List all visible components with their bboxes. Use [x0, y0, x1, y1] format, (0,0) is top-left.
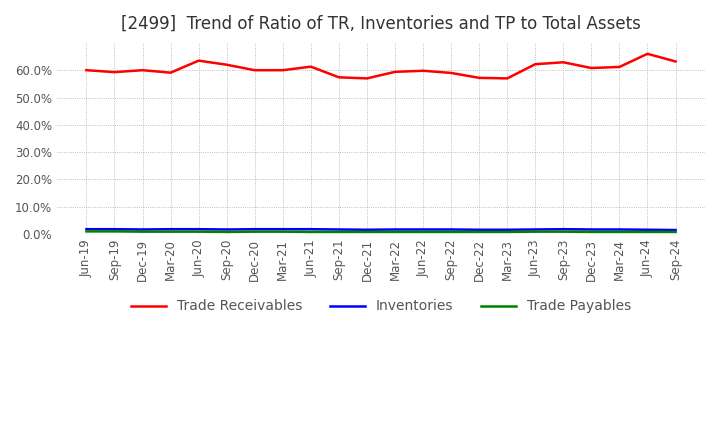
Trade Receivables	[335, 75, 343, 80]
Trade Payables	[166, 229, 175, 235]
Trade Payables	[82, 229, 91, 234]
Trade Payables	[391, 229, 400, 235]
Trade Receivables	[671, 59, 680, 64]
Trade Payables	[251, 229, 259, 235]
Line: Trade Receivables: Trade Receivables	[86, 54, 675, 78]
Trade Receivables	[559, 60, 567, 65]
Trade Payables	[447, 229, 456, 235]
Title: [2499]  Trend of Ratio of TR, Inventories and TP to Total Assets: [2499] Trend of Ratio of TR, Inventories…	[121, 15, 641, 33]
Trade Payables	[279, 229, 287, 235]
Inventories	[643, 227, 652, 232]
Trade Receivables	[166, 70, 175, 75]
Trade Payables	[110, 229, 119, 234]
Trade Payables	[671, 229, 680, 235]
Inventories	[110, 227, 119, 232]
Inventories	[475, 227, 484, 232]
Inventories	[194, 227, 203, 232]
Inventories	[138, 227, 147, 232]
Inventories	[419, 227, 428, 232]
Trade Receivables	[531, 62, 539, 67]
Trade Receivables	[475, 75, 484, 81]
Inventories	[222, 227, 231, 232]
Trade Receivables	[138, 68, 147, 73]
Trade Payables	[475, 229, 484, 235]
Inventories	[363, 227, 372, 232]
Trade Payables	[194, 229, 203, 235]
Inventories	[82, 227, 91, 232]
Trade Receivables	[307, 64, 315, 69]
Line: Inventories: Inventories	[86, 229, 675, 230]
Trade Receivables	[110, 70, 119, 75]
Trade Receivables	[643, 51, 652, 56]
Inventories	[531, 227, 539, 232]
Trade Payables	[587, 229, 595, 235]
Inventories	[447, 227, 456, 232]
Trade Receivables	[82, 68, 91, 73]
Inventories	[279, 227, 287, 232]
Trade Receivables	[251, 68, 259, 73]
Trade Payables	[335, 229, 343, 235]
Trade Payables	[643, 229, 652, 235]
Trade Receivables	[194, 58, 203, 63]
Line: Trade Payables: Trade Payables	[86, 231, 675, 232]
Inventories	[307, 227, 315, 232]
Trade Payables	[307, 229, 315, 235]
Trade Payables	[363, 229, 372, 235]
Trade Payables	[559, 229, 567, 235]
Trade Payables	[222, 229, 231, 235]
Trade Receivables	[503, 76, 511, 81]
Inventories	[615, 227, 624, 232]
Trade Receivables	[279, 68, 287, 73]
Trade Receivables	[222, 62, 231, 67]
Trade Receivables	[615, 64, 624, 70]
Inventories	[335, 227, 343, 232]
Inventories	[391, 227, 400, 232]
Inventories	[587, 227, 595, 232]
Trade Payables	[531, 229, 539, 235]
Trade Payables	[138, 229, 147, 235]
Trade Receivables	[587, 66, 595, 71]
Trade Payables	[615, 229, 624, 235]
Trade Payables	[503, 229, 511, 235]
Inventories	[166, 227, 175, 232]
Inventories	[503, 227, 511, 232]
Inventories	[559, 227, 567, 232]
Inventories	[671, 227, 680, 233]
Trade Payables	[419, 229, 428, 235]
Trade Receivables	[391, 69, 400, 74]
Trade Receivables	[363, 76, 372, 81]
Trade Receivables	[447, 70, 456, 76]
Inventories	[251, 227, 259, 232]
Legend: Trade Receivables, Inventories, Trade Payables: Trade Receivables, Inventories, Trade Pa…	[125, 294, 636, 319]
Trade Receivables	[419, 68, 428, 73]
